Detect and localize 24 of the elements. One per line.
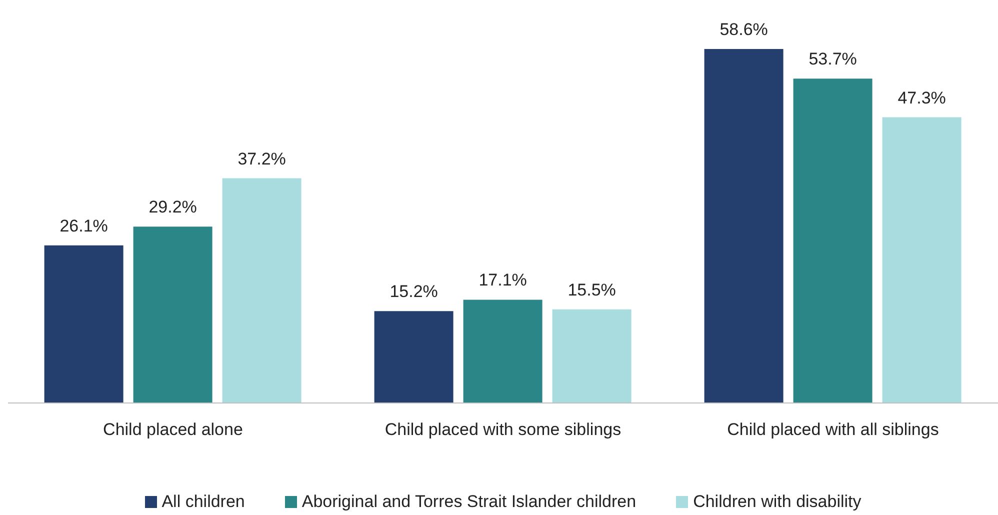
bar (44, 245, 124, 403)
data-label: 47.3% (898, 88, 946, 108)
bar (704, 49, 784, 403)
bar (463, 300, 542, 403)
data-label: 15.5% (568, 280, 616, 300)
data-label: 15.2% (390, 282, 438, 302)
data-label: 26.1% (60, 216, 108, 236)
bar (222, 178, 302, 403)
x-tick-label: Child placed with some siblings (384, 420, 622, 440)
legend-label: All children (160, 491, 245, 513)
legend-label: Aboriginal and Torres Strait Islander children (300, 491, 636, 513)
data-label: 37.2% (238, 149, 286, 168)
legend-label: Children with disability (692, 491, 862, 513)
bar (882, 117, 962, 403)
bar (552, 309, 632, 403)
data-label: 29.2% (148, 198, 197, 217)
data-label: 58.6% (720, 20, 768, 39)
data-label: 17.1% (478, 270, 527, 290)
data-label: 53.7% (808, 50, 857, 69)
bar (133, 226, 212, 403)
bar (793, 78, 872, 403)
bar (374, 311, 454, 403)
x-tick-label: Child placed with all siblings (727, 420, 939, 440)
x-tick-label: Child placed alone (103, 420, 243, 440)
